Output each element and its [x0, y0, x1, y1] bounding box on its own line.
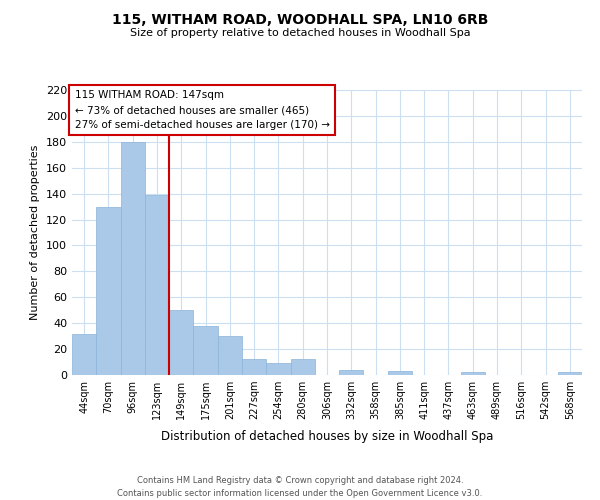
Text: 115, WITHAM ROAD, WOODHALL SPA, LN10 6RB: 115, WITHAM ROAD, WOODHALL SPA, LN10 6RB — [112, 12, 488, 26]
Text: 115 WITHAM ROAD: 147sqm
← 73% of detached houses are smaller (465)
27% of semi-d: 115 WITHAM ROAD: 147sqm ← 73% of detache… — [74, 90, 329, 130]
Bar — [218, 336, 242, 375]
Bar — [145, 195, 169, 375]
Bar — [558, 372, 582, 375]
Bar — [242, 360, 266, 375]
Bar — [461, 372, 485, 375]
Bar — [121, 142, 145, 375]
Bar — [72, 334, 96, 375]
Bar — [339, 370, 364, 375]
Y-axis label: Number of detached properties: Number of detached properties — [31, 145, 40, 320]
Text: Contains HM Land Registry data © Crown copyright and database right 2024.
Contai: Contains HM Land Registry data © Crown c… — [118, 476, 482, 498]
X-axis label: Distribution of detached houses by size in Woodhall Spa: Distribution of detached houses by size … — [161, 430, 493, 444]
Bar — [193, 326, 218, 375]
Bar — [266, 364, 290, 375]
Bar — [388, 371, 412, 375]
Text: Size of property relative to detached houses in Woodhall Spa: Size of property relative to detached ho… — [130, 28, 470, 38]
Bar — [290, 360, 315, 375]
Bar — [96, 206, 121, 375]
Bar — [169, 310, 193, 375]
